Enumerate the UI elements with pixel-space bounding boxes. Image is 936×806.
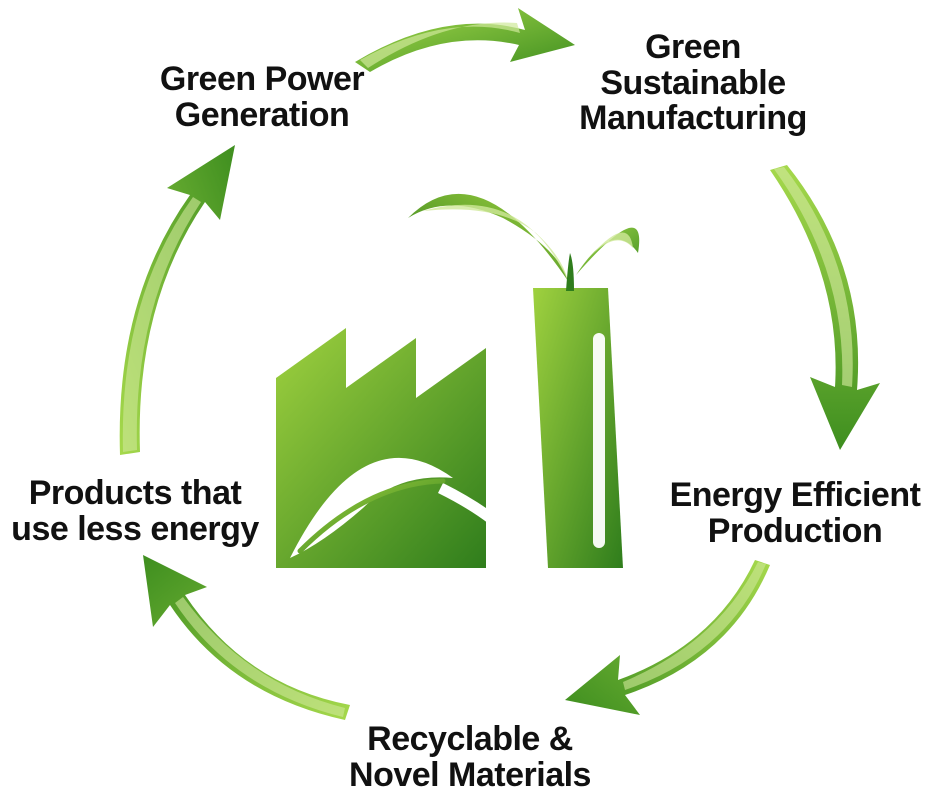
label-line: use less energy (0, 512, 270, 548)
arrow-left (105, 140, 245, 460)
arrow-right (762, 155, 892, 455)
label-energy-efficient: Energy Efficient Production (660, 478, 930, 549)
label-line: Green Power (132, 62, 392, 98)
label-line: Manufacturing (548, 101, 838, 137)
label-line: Recyclable & (320, 722, 620, 758)
label-line: Production (660, 514, 930, 550)
label-line: Novel Materials (320, 758, 620, 794)
label-products-less-energy: Products that use less energy (0, 476, 270, 547)
label-line: Green (548, 30, 838, 66)
green-factory-icon (268, 163, 668, 583)
label-green-sustainable: Green Sustainable Manufacturing (548, 30, 838, 137)
arrow-bottom-right (560, 560, 780, 730)
label-line: Products that (0, 476, 270, 512)
label-line: Energy Efficient (660, 478, 930, 514)
label-recyclable: Recyclable & Novel Materials (320, 722, 620, 793)
label-line: Sustainable (548, 66, 838, 102)
label-green-power: Green Power Generation (132, 62, 392, 133)
label-line: Generation (132, 98, 392, 134)
